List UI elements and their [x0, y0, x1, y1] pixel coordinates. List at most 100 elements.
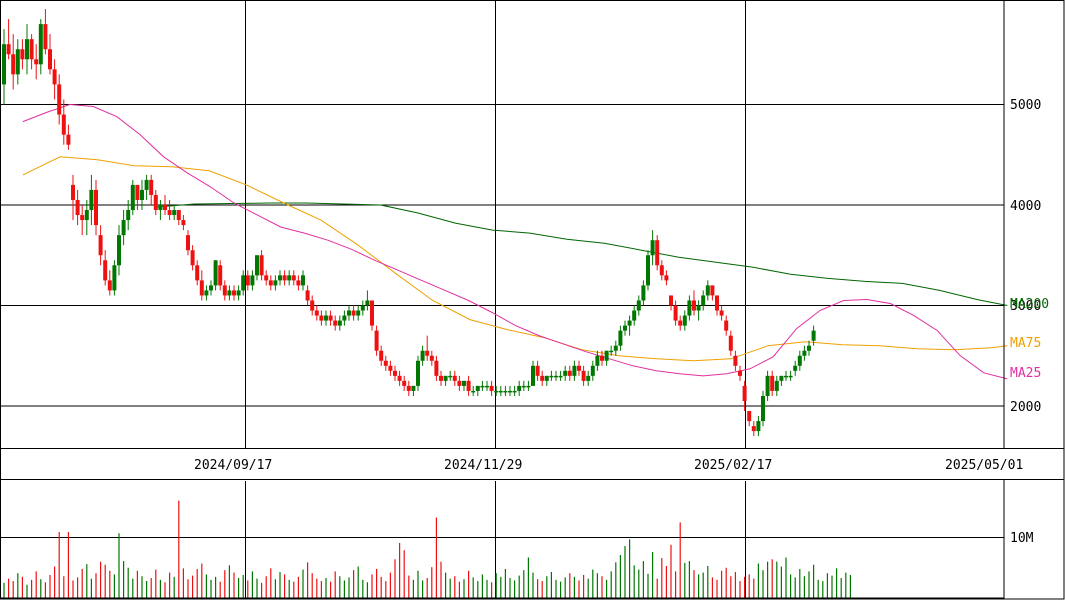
- candle: [213, 260, 218, 291]
- candle: [558, 370, 563, 381]
- candle-body: [434, 360, 439, 376]
- candle: [508, 385, 512, 396]
- candle-body: [793, 365, 798, 371]
- candle: [452, 370, 457, 386]
- candle: [793, 360, 798, 376]
- candle: [218, 260, 223, 291]
- candle: [567, 365, 572, 381]
- candle-body: [282, 275, 287, 281]
- candle-body: [811, 330, 816, 341]
- candle: [296, 275, 301, 291]
- candle-body: [646, 255, 650, 286]
- candle: [20, 39, 25, 70]
- candle-body: [590, 365, 595, 376]
- candle-body: [383, 360, 388, 366]
- candle-body: [342, 315, 347, 321]
- candle-body: [659, 265, 664, 276]
- candle-body: [48, 49, 52, 70]
- candle: [149, 174, 154, 205]
- candle: [489, 380, 494, 396]
- candle-body: [89, 189, 94, 211]
- candle: [636, 295, 641, 316]
- candle-body: [273, 280, 278, 286]
- candle: [650, 230, 655, 266]
- candle: [232, 285, 236, 301]
- candle: [176, 210, 181, 226]
- candle-body: [172, 210, 177, 216]
- candle: [710, 285, 715, 301]
- candle-body: [52, 69, 57, 85]
- candle: [765, 370, 770, 401]
- candle: [811, 325, 816, 346]
- candle: [71, 174, 75, 221]
- candle: [475, 385, 480, 396]
- candle-body: [84, 210, 89, 221]
- candle: [751, 421, 756, 437]
- candle: [75, 189, 80, 226]
- candle: [521, 380, 526, 391]
- candle: [457, 375, 462, 391]
- candle: [117, 225, 121, 276]
- ma25-line: [22, 103, 1008, 380]
- candle: [770, 370, 775, 396]
- candle: [333, 315, 338, 331]
- candle-body: [71, 184, 75, 200]
- candle-body: [402, 380, 407, 386]
- volume-bars: [3, 500, 852, 598]
- candle-body: [503, 390, 508, 393]
- candle-body: [526, 385, 531, 388]
- candle-body: [370, 300, 374, 326]
- candle: [222, 280, 227, 301]
- candle-body: [618, 330, 623, 346]
- candle: [774, 375, 779, 396]
- candle-body: [715, 295, 719, 311]
- candle: [586, 370, 591, 386]
- candle: [52, 59, 57, 100]
- candle-body: [126, 210, 131, 221]
- candle-body: [751, 426, 756, 432]
- candle-body: [296, 280, 301, 286]
- candle: [388, 360, 393, 376]
- candle-body: [724, 320, 729, 331]
- x-axis-band: [0, 448, 1065, 480]
- candle-body: [209, 285, 213, 291]
- candle-body: [2, 44, 6, 85]
- candle-body: [774, 380, 779, 391]
- candle: [577, 360, 581, 376]
- candle: [595, 350, 600, 371]
- candle: [107, 270, 112, 296]
- candle: [540, 370, 545, 386]
- candle: [411, 385, 416, 396]
- candle: [678, 315, 683, 331]
- candle-body: [595, 355, 600, 366]
- y-axis-labels: 5000 4000 3000 2000 10M: [1010, 98, 1041, 546]
- candle-body: [641, 285, 646, 301]
- candle: [61, 99, 66, 145]
- candle: [360, 300, 365, 316]
- candle-body: [255, 255, 259, 276]
- candle-body: [301, 275, 305, 286]
- candle-body: [696, 305, 701, 311]
- candle-body: [176, 210, 181, 221]
- candle: [641, 280, 646, 306]
- candle-body: [531, 365, 535, 386]
- candle: [544, 375, 549, 386]
- candle-body: [770, 375, 775, 391]
- candle-body: [140, 189, 144, 200]
- candle-body: [107, 280, 112, 291]
- candle-body: [80, 215, 85, 221]
- candle-body: [613, 345, 618, 351]
- candle-body: [333, 320, 338, 326]
- candle-body: [485, 385, 489, 388]
- candle-body: [632, 310, 637, 321]
- candle-body: [512, 390, 517, 393]
- candle: [112, 260, 117, 296]
- candle: [600, 350, 604, 366]
- candle: [126, 199, 131, 231]
- candle-body: [181, 220, 186, 226]
- candle: [6, 19, 11, 60]
- candle: [287, 270, 292, 286]
- x-axis-labels: 2024/09/17 2024/11/29 2025/02/17 2025/05…: [194, 458, 1023, 473]
- candle-body: [549, 375, 554, 378]
